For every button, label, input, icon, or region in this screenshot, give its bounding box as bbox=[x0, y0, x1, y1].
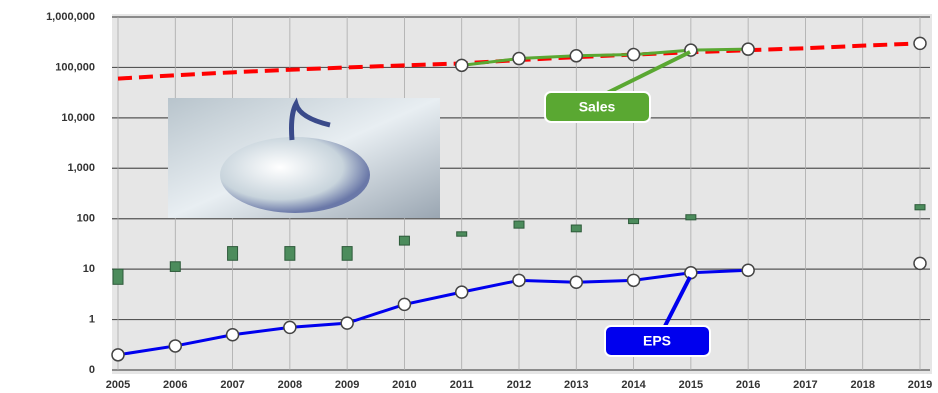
range-bar bbox=[227, 246, 239, 261]
data-point bbox=[397, 297, 412, 312]
y-tick-label: 0 bbox=[89, 364, 95, 376]
x-tick-label: 2014 bbox=[621, 379, 646, 391]
x-tick-label: 2011 bbox=[450, 379, 474, 391]
data-point bbox=[913, 256, 927, 271]
photo bbox=[168, 97, 440, 218]
data-point bbox=[283, 320, 297, 335]
data-point bbox=[684, 265, 698, 280]
range-bar bbox=[284, 246, 296, 261]
data-point bbox=[569, 275, 584, 289]
range-bar bbox=[169, 261, 181, 272]
y-tick-label: 10,000 bbox=[61, 112, 95, 124]
x-tick-label: 2016 bbox=[736, 379, 760, 391]
x-tick-label: 2018 bbox=[850, 379, 874, 391]
range-bar bbox=[914, 204, 926, 211]
range-bar bbox=[456, 231, 468, 237]
range-bar bbox=[685, 214, 697, 221]
callout-pointer bbox=[663, 276, 692, 327]
data-point bbox=[454, 285, 469, 299]
x-tick-label: 2006 bbox=[163, 379, 187, 391]
range-bar bbox=[341, 246, 353, 261]
data-point bbox=[512, 273, 526, 288]
callout-label: Sales bbox=[579, 99, 616, 115]
data-point bbox=[111, 348, 125, 362]
y-tick-label: 100,000 bbox=[55, 61, 95, 73]
data-point bbox=[168, 339, 183, 353]
data-point bbox=[626, 47, 641, 62]
y-tick-label: 1,000 bbox=[67, 162, 95, 174]
data-point bbox=[626, 273, 641, 288]
x-tick-label: 2019 bbox=[908, 379, 932, 391]
range-bar bbox=[112, 268, 124, 285]
data-point bbox=[741, 42, 755, 56]
callout-box bbox=[604, 325, 711, 357]
data-point bbox=[340, 316, 354, 330]
data-point bbox=[454, 58, 469, 73]
x-tick-label: 2012 bbox=[507, 379, 531, 391]
y-tick-label: 10 bbox=[83, 263, 95, 275]
x-tick-label: 2015 bbox=[679, 379, 703, 391]
x-tick-label: 2005 bbox=[106, 379, 130, 391]
x-tick-label: 2013 bbox=[564, 379, 588, 391]
x-tick-label: 2008 bbox=[278, 379, 302, 391]
x-tick-label: 2009 bbox=[335, 379, 359, 391]
data-point bbox=[512, 51, 526, 66]
range-bar bbox=[570, 224, 582, 233]
x-tick-label: 2010 bbox=[392, 379, 416, 391]
y-tick-label: 100 bbox=[77, 213, 95, 225]
y-tick-label: 1,000,000 bbox=[46, 11, 95, 23]
data-point bbox=[569, 49, 584, 63]
x-tick-label: 2007 bbox=[220, 379, 244, 391]
x-tick-label: 2017 bbox=[793, 379, 817, 391]
y-tick-label: 1 bbox=[89, 313, 95, 325]
data-point bbox=[741, 263, 755, 278]
callout-box bbox=[544, 91, 651, 123]
range-bar bbox=[628, 218, 640, 225]
data-point bbox=[913, 36, 927, 51]
callout-label: EPS bbox=[643, 333, 671, 349]
range-bar bbox=[513, 220, 525, 229]
range-bar bbox=[398, 235, 410, 246]
data-point bbox=[225, 328, 240, 342]
callout-pointer bbox=[604, 50, 691, 96]
